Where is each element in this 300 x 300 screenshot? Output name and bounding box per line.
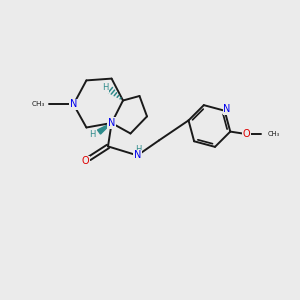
Text: O: O [243,129,250,139]
Text: H: H [135,145,141,154]
Text: CH₃: CH₃ [32,101,45,107]
Text: H: H [89,130,96,139]
Polygon shape [98,123,112,134]
Text: N: N [70,99,77,110]
Text: CH₃: CH₃ [268,131,280,137]
Text: N: N [108,118,115,128]
Text: H: H [102,83,108,92]
Text: N: N [134,150,141,161]
Text: N: N [224,104,231,114]
Text: O: O [82,156,90,167]
